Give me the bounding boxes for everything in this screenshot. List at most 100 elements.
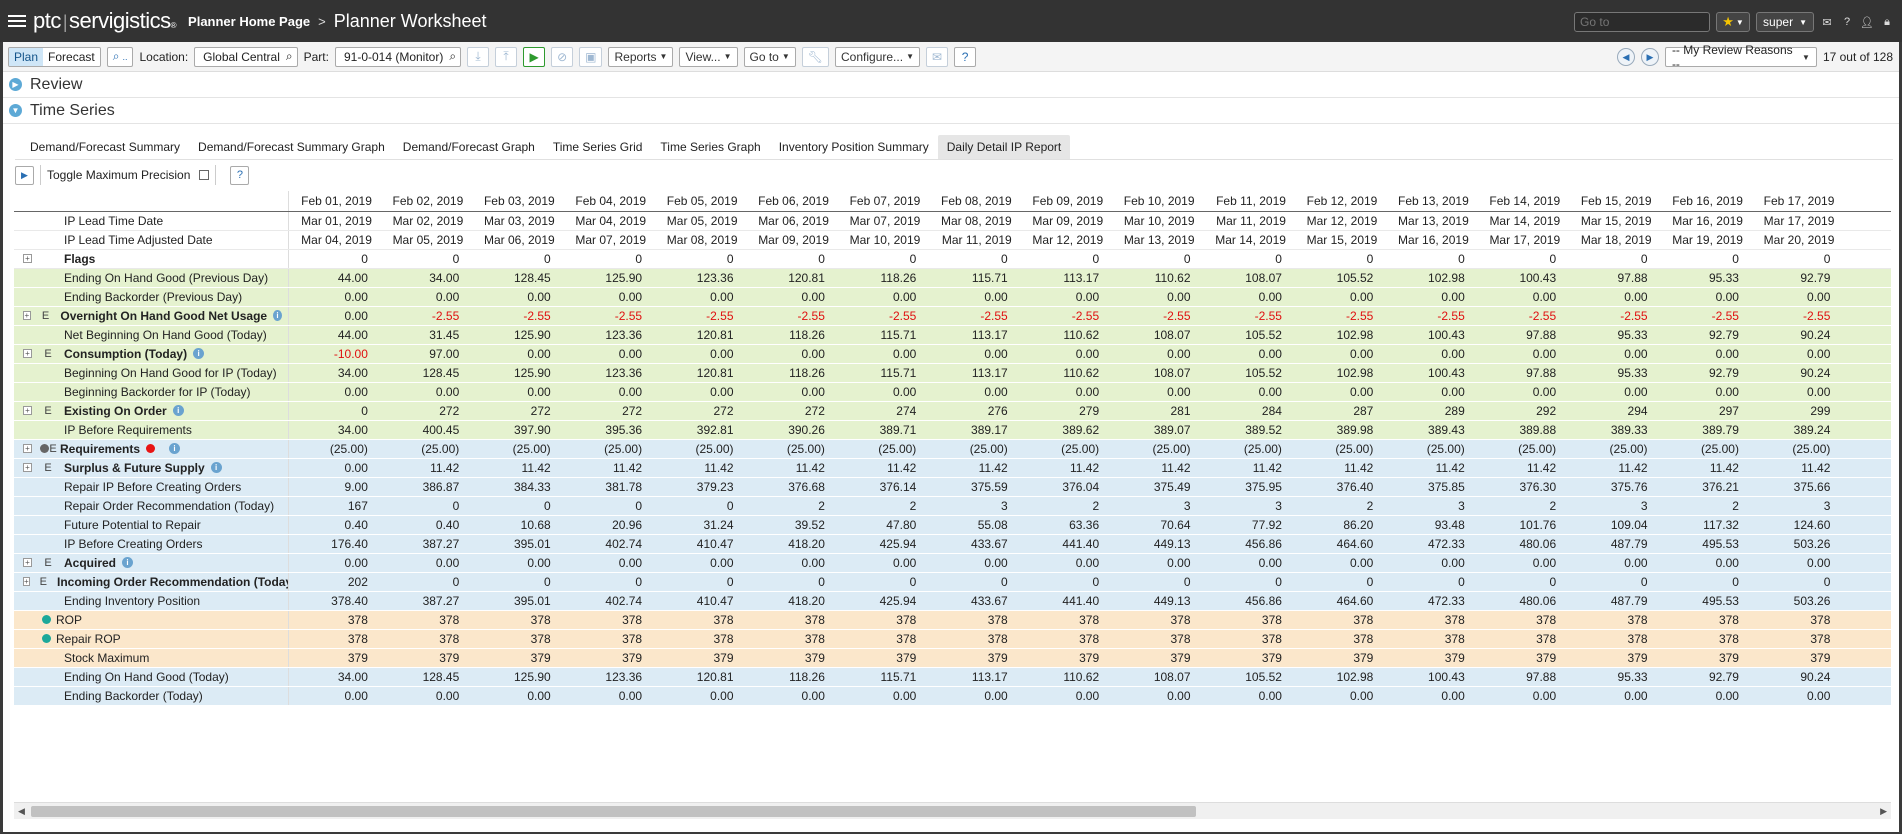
grid-cell[interactable]: 11.42: [379, 458, 472, 478]
grid-cell[interactable]: -2.55: [471, 306, 563, 326]
grid-cell[interactable]: (25.00): [836, 439, 929, 459]
grid-cell[interactable]: 11.42: [836, 458, 929, 478]
grid-cell[interactable]: 272: [745, 401, 837, 421]
grid-cell[interactable]: (25.00): [1659, 439, 1751, 459]
grid-cell[interactable]: 11.42: [1202, 458, 1294, 478]
grid-cell[interactable]: 11.42: [654, 458, 746, 478]
grid-cell[interactable]: (25.00): [471, 439, 563, 459]
grid-cell[interactable]: 276: [928, 401, 1020, 421]
date-column-header[interactable]: Feb 06, 2019: [745, 191, 837, 212]
expand-row-icon[interactable]: +: [23, 311, 31, 320]
grid-cell[interactable]: 281: [1111, 401, 1203, 421]
grid-cell[interactable]: 0.00: [1385, 344, 1477, 364]
grid-cell[interactable]: 0.00: [1659, 344, 1751, 364]
grid-cell[interactable]: (25.00): [1385, 439, 1477, 459]
view-menu[interactable]: View... ▼: [679, 46, 738, 67]
grid-cell[interactable]: -2.55: [1659, 306, 1751, 326]
grid-cell[interactable]: 11.42: [1385, 458, 1477, 478]
grid-cell[interactable]: 11.42: [1293, 458, 1386, 478]
grid-help-button[interactable]: ?: [230, 165, 250, 185]
review-section-header[interactable]: ▶ Review: [3, 72, 1899, 98]
grid-cell[interactable]: 297: [1659, 401, 1751, 421]
grid-cell[interactable]: 0.00: [1202, 553, 1294, 573]
grid-cell[interactable]: 0.00: [1019, 553, 1112, 573]
date-column-header[interactable]: Feb 03, 2019: [471, 191, 563, 212]
grid-cell[interactable]: 289: [1385, 401, 1477, 421]
date-column-header[interactable]: Feb 04, 2019: [562, 191, 655, 212]
grid-cell[interactable]: 0: [1019, 572, 1112, 592]
grid-cell[interactable]: -2.55: [1476, 306, 1569, 326]
grid-cell[interactable]: [1842, 572, 1891, 592]
configure-menu[interactable]: Configure... ▼: [835, 46, 920, 67]
grid-cell[interactable]: 0: [1750, 572, 1843, 592]
grid-cell[interactable]: 287: [1293, 401, 1386, 421]
grid-cell[interactable]: -2.55: [1202, 306, 1294, 326]
grid-cell[interactable]: 0.00: [1385, 553, 1477, 573]
scroll-thumb[interactable]: [31, 806, 1196, 817]
grid-cell[interactable]: 294: [1568, 401, 1660, 421]
grid-cell[interactable]: (25.00): [1202, 439, 1294, 459]
grid-cell[interactable]: -2.55: [1111, 306, 1203, 326]
grid-cell[interactable]: 0.00: [288, 306, 380, 326]
grid-cell[interactable]: (25.00): [288, 439, 380, 459]
run-report-button[interactable]: ▶: [15, 165, 34, 185]
grid-cell[interactable]: -2.55: [1293, 306, 1386, 326]
horizontal-scrollbar[interactable]: ◀ ▶: [14, 802, 1891, 819]
grid-cell[interactable]: -2.55: [836, 306, 929, 326]
cancel-run-button[interactable]: ⊘: [551, 46, 574, 67]
grid-cell[interactable]: -2.55: [928, 306, 1020, 326]
grid-cell[interactable]: (25.00): [1111, 439, 1203, 459]
grid-cell[interactable]: 292: [1476, 401, 1569, 421]
grid-cell[interactable]: [1842, 344, 1891, 364]
goto-menu[interactable]: Go to ▼: [743, 46, 796, 67]
grid-cell[interactable]: [1842, 458, 1891, 478]
tab-time-series-grid[interactable]: Time Series Grid: [552, 140, 643, 154]
grid-cell[interactable]: 0.00: [562, 344, 655, 364]
grid-cell[interactable]: [1842, 401, 1891, 421]
grid-cell[interactable]: 11.42: [1019, 458, 1112, 478]
grid-cell[interactable]: 0: [745, 572, 837, 592]
lock-icon[interactable]: 🔒︎: [1884, 15, 1890, 28]
grid-cell[interactable]: 0.00: [1568, 553, 1660, 573]
grid-cell[interactable]: 0: [288, 401, 380, 421]
grid-cell[interactable]: 272: [379, 401, 472, 421]
grid-cell[interactable]: -2.55: [654, 306, 746, 326]
help-icon[interactable]: ?: [1843, 16, 1851, 28]
grid-cell[interactable]: 11.42: [1750, 458, 1843, 478]
grid-cell[interactable]: 0.00: [1750, 344, 1843, 364]
user-menu-button[interactable]: super ▼: [1756, 12, 1814, 32]
info-icon[interactable]: i: [169, 443, 181, 454]
previous-part-button[interactable]: ◀: [1616, 48, 1635, 66]
grid-cell[interactable]: (25.00): [562, 439, 655, 459]
expand-row-icon[interactable]: +: [23, 444, 32, 453]
scroll-right-icon[interactable]: ▶: [1880, 806, 1887, 816]
grid-cell[interactable]: 11.42: [562, 458, 655, 478]
info-icon[interactable]: i: [210, 462, 222, 473]
user-icon[interactable]: 👤︎: [1860, 16, 1874, 29]
grid-cell[interactable]: 284: [1202, 401, 1294, 421]
tab-demand-forecast-graph[interactable]: Demand/Forecast Graph: [402, 140, 535, 154]
grid-cell[interactable]: 0.00: [379, 553, 472, 573]
date-column-header[interactable]: Feb 12, 2019: [1293, 191, 1386, 212]
grid-cell[interactable]: 0: [562, 572, 655, 592]
grid-cell[interactable]: 0.00: [836, 344, 929, 364]
tab-demand-forecast-summary-graph[interactable]: Demand/Forecast Summary Graph: [198, 140, 385, 154]
reports-menu[interactable]: Reports ▼: [608, 46, 674, 67]
info-icon[interactable]: i: [172, 405, 184, 416]
date-column-header[interactable]: Feb 02, 2019: [379, 191, 472, 212]
grid-cell[interactable]: (25.00): [654, 439, 746, 459]
grid-cell[interactable]: 0: [1293, 572, 1386, 592]
grid-cell[interactable]: 0.00: [1293, 553, 1386, 573]
date-column-header[interactable]: Feb 15, 2019: [1568, 191, 1660, 212]
grid-cell[interactable]: -10.00: [288, 344, 380, 364]
expand-row-icon[interactable]: +: [23, 577, 30, 586]
mail-icon[interactable]: ✉: [1822, 16, 1832, 29]
grid-cell[interactable]: 0: [1111, 572, 1203, 592]
grid-cell[interactable]: 0: [836, 572, 929, 592]
menu-icon[interactable]: [8, 15, 26, 27]
goto-input[interactable]: [1574, 12, 1711, 32]
grid-cell[interactable]: 274: [836, 401, 929, 421]
grid-cell[interactable]: (25.00): [1019, 439, 1112, 459]
review-reasons-select[interactable]: -- My Review Reasons -- ▼: [1664, 43, 1817, 71]
grid-cell[interactable]: (25.00): [1750, 439, 1843, 459]
